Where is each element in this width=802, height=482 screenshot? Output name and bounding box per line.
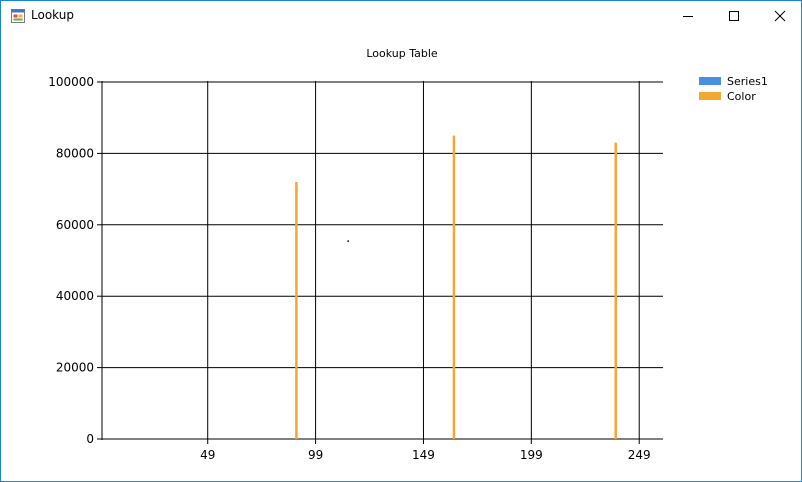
bar-color — [452, 135, 456, 440]
legend-label: Color — [727, 90, 756, 103]
y-tick-label: 0 — [86, 432, 94, 446]
title-bar[interactable]: Lookup — [1, 1, 801, 31]
maximize-button[interactable] — [711, 1, 757, 31]
minimize-button[interactable] — [665, 1, 711, 31]
bar-color — [295, 181, 298, 439]
x-tick-label: 99 — [308, 448, 323, 462]
x-tick-label: 49 — [200, 448, 215, 462]
lookup-chart: Lookup Table 0 20000 40000 60000 80000 100000… — [48, 47, 768, 462]
legend-swatch — [699, 77, 721, 85]
window-title: Lookup — [31, 8, 74, 22]
app-window-icon — [11, 9, 25, 23]
legend-swatch — [699, 92, 721, 100]
y-tick-label: 60000 — [56, 218, 94, 232]
x-tick-label: 249 — [628, 448, 651, 462]
point-series1 — [347, 240, 349, 242]
close-button[interactable] — [757, 1, 802, 31]
chart-axes: 0 20000 40000 60000 80000 100000 49 99 149 199 249 — [48, 75, 663, 462]
minimize-icon — [683, 16, 693, 17]
chart-grid — [102, 81, 663, 440]
close-icon — [774, 10, 786, 22]
y-tick-label: 20000 — [56, 361, 94, 375]
y-tick-label: 100000 — [48, 75, 94, 89]
x-tick-label: 199 — [520, 448, 543, 462]
y-tick-label: 40000 — [56, 289, 94, 303]
bar-color — [614, 142, 617, 439]
chart-title: Lookup Table — [366, 47, 438, 60]
legend-label: Series1 — [727, 75, 768, 88]
maximize-icon — [729, 11, 739, 21]
x-tick-label: 149 — [412, 448, 435, 462]
y-tick-label: 80000 — [56, 146, 94, 160]
chart-marks — [295, 135, 617, 440]
chart-legend: Series1 Color — [699, 75, 768, 103]
